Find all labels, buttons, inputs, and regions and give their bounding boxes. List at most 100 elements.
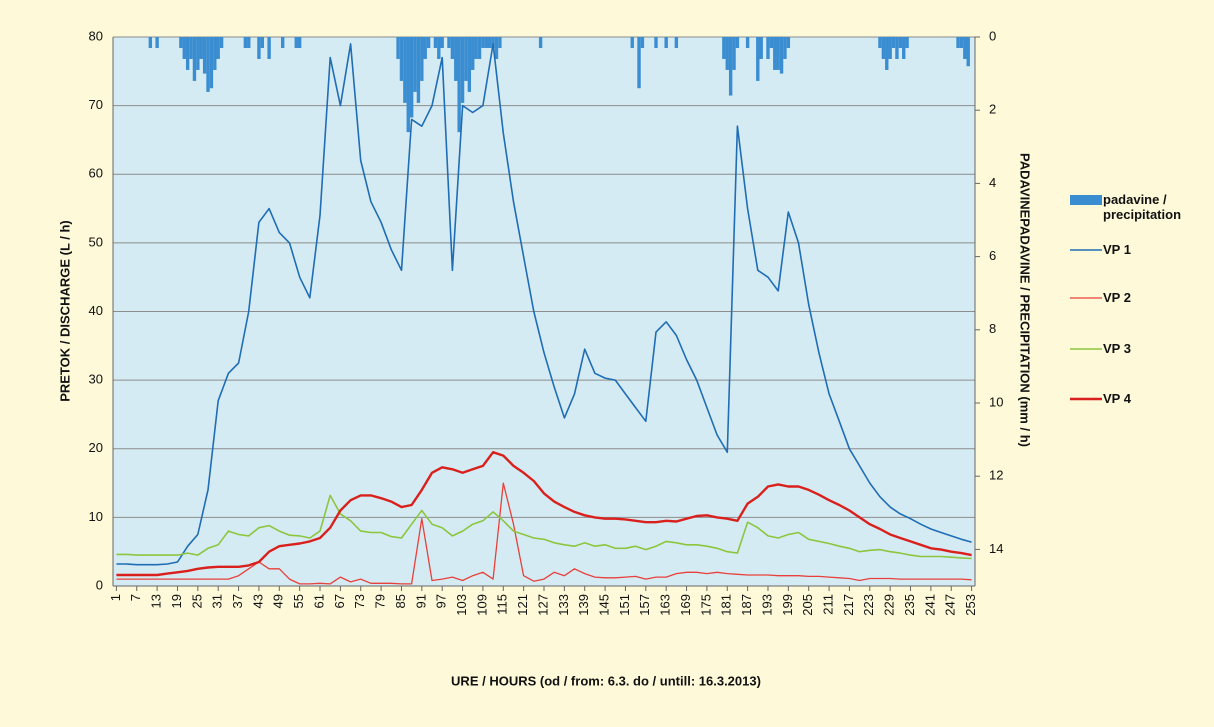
precipitation-bar <box>640 37 645 48</box>
y-tick-label: 20 <box>89 440 103 455</box>
y2-tick-label: 0 <box>989 28 996 43</box>
precipitation-bar <box>471 37 475 70</box>
y2-tick-label: 10 <box>989 394 1003 409</box>
precipitation-bar <box>216 37 220 59</box>
precipitation-bar <box>538 37 543 48</box>
precipitation-bar <box>437 37 441 59</box>
y-tick-label: 40 <box>89 303 103 318</box>
precipitation-bar <box>213 37 217 70</box>
precipitation-bar <box>769 37 774 48</box>
precipitation-bar <box>440 37 444 48</box>
precipitation-bar <box>247 37 251 48</box>
precipitation-bar <box>756 37 760 81</box>
x-tick-label: 91 <box>413 594 428 608</box>
x-tick-label: 193 <box>759 594 774 616</box>
precipitation-bar <box>783 37 787 59</box>
precipitation-bar <box>447 37 451 48</box>
precipitation-bar <box>396 37 400 59</box>
precipitation-bar <box>494 37 499 59</box>
x-tick-label: 145 <box>597 594 612 616</box>
x-tick-label: 121 <box>515 594 530 616</box>
precipitation-bar <box>185 37 190 70</box>
precipitation-bar <box>196 37 200 70</box>
precipitation-bar <box>735 37 740 48</box>
x-tick-label: 241 <box>922 594 937 616</box>
precipitation-bar <box>725 37 729 70</box>
x-tick-label: 79 <box>373 594 388 608</box>
x-tick-label: 175 <box>698 594 713 616</box>
precipitation-bar <box>484 37 489 48</box>
precipitation-bar <box>664 37 668 48</box>
precipitation-bar <box>433 37 438 48</box>
legend-label: VP 4 <box>1103 391 1131 406</box>
x-tick-label: 247 <box>943 594 958 616</box>
legend-label: VP 1 <box>1103 242 1131 257</box>
precipitation-bar <box>202 37 207 74</box>
x-tick-label: 133 <box>556 594 571 616</box>
x-tick-label: 13 <box>149 594 164 608</box>
precipitation-bar <box>219 37 224 48</box>
precipitation-bar <box>243 37 248 48</box>
x-tick-label: 217 <box>841 594 856 616</box>
precipitation-bar <box>878 37 882 48</box>
precipitation-bar <box>732 37 736 70</box>
precipitation-bar <box>450 37 455 59</box>
x-tick-label: 253 <box>963 594 978 616</box>
x-tick-label: 25 <box>189 594 204 608</box>
y-tick-label: 50 <box>89 234 103 249</box>
x-tick-label: 43 <box>250 594 265 608</box>
precipitation-bar <box>257 37 261 59</box>
precipitation-bar <box>267 37 271 59</box>
precipitation-bar <box>209 37 214 89</box>
y2-tick-label: 4 <box>989 175 996 190</box>
x-tick-label: 55 <box>291 594 306 608</box>
precipitation-bar <box>420 37 424 81</box>
x-tick-label: 7 <box>128 594 143 601</box>
precipitation-bar <box>416 37 421 103</box>
precipitation-bar <box>654 37 658 48</box>
precipitation-bar <box>745 37 750 48</box>
y2-tick-label: 12 <box>989 468 1003 483</box>
x-tick-label: 1 <box>108 594 123 601</box>
series-line <box>116 451 972 577</box>
x-tick-label: 223 <box>861 594 876 616</box>
x-tick-label: 85 <box>393 594 408 608</box>
y2-tick-label: 2 <box>989 102 996 117</box>
precipitation-bar <box>189 37 193 59</box>
x-tick-label: 115 <box>495 594 510 615</box>
precipitation-bar <box>294 37 298 48</box>
precipitation-bar <box>966 37 970 67</box>
precipitation-bar <box>779 37 784 74</box>
precipitation-bar <box>956 37 960 48</box>
precipitation-bar <box>902 37 906 59</box>
precipitation-bar <box>776 37 780 70</box>
precipitation-bar <box>199 37 203 59</box>
x-tick-label: 151 <box>617 594 632 616</box>
precipitation-bar <box>148 37 153 48</box>
precipitation-bar <box>477 37 482 59</box>
series-line <box>116 494 972 560</box>
precipitation-bar <box>630 37 634 48</box>
precipitation-bar <box>260 37 265 48</box>
precipitation-bar <box>891 37 896 48</box>
x-tick-label: 199 <box>780 594 795 616</box>
precipitation-bar <box>413 37 417 92</box>
legend-label: VP 2 <box>1103 290 1131 305</box>
precipitation-bar <box>460 37 465 103</box>
precipitation-bar <box>885 37 889 70</box>
y2-tick-label: 14 <box>989 541 1003 556</box>
precipitation-bar <box>464 37 468 81</box>
legend-swatch <box>1070 195 1102 205</box>
y-tick-label: 70 <box>89 97 103 112</box>
series-line <box>116 43 972 566</box>
x-tick-label: 139 <box>576 594 591 616</box>
precipitation-bar <box>786 37 791 48</box>
x-tick-label: 73 <box>352 594 367 608</box>
precipitation-bar <box>192 37 197 81</box>
precipitation-bar <box>959 37 964 48</box>
x-tick-label: 211 <box>821 594 836 615</box>
precipitation-bar <box>759 37 763 59</box>
precipitation-bar <box>481 37 485 48</box>
